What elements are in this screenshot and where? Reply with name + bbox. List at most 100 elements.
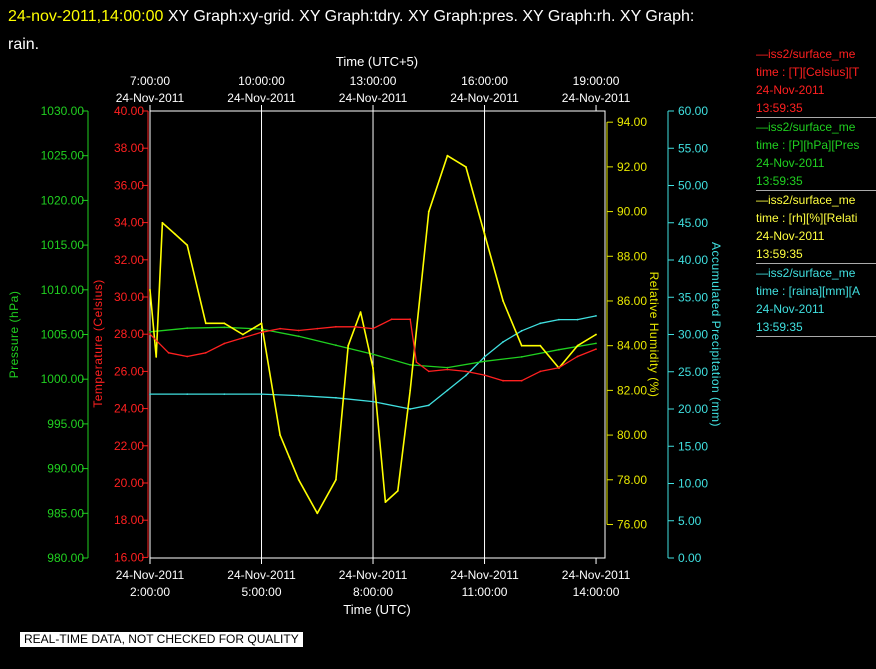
legend-entry-line1: iss2/surface_me xyxy=(756,118,876,136)
series-P-point xyxy=(297,335,300,338)
series-T-point xyxy=(279,327,281,330)
series-RH-line xyxy=(149,154,597,515)
series-RH-point xyxy=(260,322,263,325)
series-T-point xyxy=(204,351,207,354)
series-T-point xyxy=(353,325,356,328)
rh-tick-label: 76.00 xyxy=(617,517,647,531)
series-T-point xyxy=(415,361,418,363)
series-T-point xyxy=(186,355,189,358)
title-graph-list: XY Graph:xy-grid. XY Graph:tdry. XY Grap… xyxy=(163,8,695,25)
rh-tick-label: 90.00 xyxy=(617,205,647,219)
series-RH-point xyxy=(186,244,189,247)
temperature-tick-label: 16.00 xyxy=(114,550,144,564)
x-tick-time: 11:00:00 xyxy=(462,585,508,599)
x-top-tick-date: 24-Nov-2011 xyxy=(339,91,408,105)
plot-frame xyxy=(149,110,606,559)
rain-tick-label: 55.00 xyxy=(678,141,708,155)
temperature-tick-label: 20.00 xyxy=(114,476,144,490)
x-top-tick-time: 10:00:00 xyxy=(238,74,285,88)
series-T-point xyxy=(576,355,579,358)
series-RH-point xyxy=(155,356,158,358)
graph-title: 24-nov-2011,14:00:00 XY Graph:xy-grid. X… xyxy=(8,3,868,59)
series-RH-point xyxy=(359,311,362,313)
rain-tick-label: 25.00 xyxy=(678,365,708,379)
series-RH-point xyxy=(149,288,151,291)
rh-tick-label: 80.00 xyxy=(617,428,647,442)
series-P-point xyxy=(446,366,449,369)
series-rain-point xyxy=(297,394,300,397)
rain-axis-label: Accumulated Precipitation (mm) xyxy=(709,242,723,427)
series-RH-point xyxy=(465,166,467,168)
x-tick-time: 5:00:00 xyxy=(241,585,281,599)
series-rain-line xyxy=(150,315,597,410)
series-P-point xyxy=(520,356,523,358)
legend-entry-line1: iss2/surface_me xyxy=(756,45,876,63)
legend-entry-line3: 24-Nov-2011 xyxy=(756,229,825,243)
series-rain-point xyxy=(520,329,523,332)
rain-tick-label: 40.00 xyxy=(678,253,708,267)
series-P-point xyxy=(223,326,226,329)
series-T-point xyxy=(465,370,467,373)
series-rain-point xyxy=(539,322,542,325)
x-tick-date: 24-Nov-2011 xyxy=(339,568,408,582)
series-T-line xyxy=(149,318,597,382)
x-top-tick-date: 24-Nov-2011 xyxy=(562,91,631,105)
series-T-point xyxy=(316,327,319,330)
x-axis-label: Time (UTC) xyxy=(343,602,410,617)
series-RH-point xyxy=(279,434,281,436)
x-tick-date: 24-Nov-2011 xyxy=(562,568,631,582)
temperature-tick-label: 34.00 xyxy=(114,216,144,230)
series-RH-point xyxy=(502,300,504,302)
x-tick-date: 24-Nov-2011 xyxy=(227,568,296,582)
title-graph-list-wrap: rain. xyxy=(8,36,40,53)
series-rain-point xyxy=(260,393,263,395)
series-RH-point xyxy=(446,154,449,157)
pressure-tick-label: 1000.00 xyxy=(41,372,85,386)
pressure-tick-label: 980.00 xyxy=(47,551,84,565)
series-T-point xyxy=(595,348,597,350)
legend-entry-line4: 13:59:35 xyxy=(756,101,803,115)
x-tick-time: 8:00:00 xyxy=(353,585,393,599)
series-T-point xyxy=(502,379,504,382)
series-RH-point xyxy=(347,344,350,347)
legend-entry-line1: iss2/surface_me xyxy=(756,264,876,282)
series-T-point xyxy=(260,331,263,334)
series-rain-point xyxy=(595,315,597,317)
series-T-point xyxy=(483,374,486,376)
series-T-point xyxy=(390,318,393,321)
temperature-tick-label: 36.00 xyxy=(114,178,144,192)
rain-tick-label: 5.00 xyxy=(678,514,702,528)
series-T-point xyxy=(427,370,430,373)
rh-axis-label: Relative Humidity (%) xyxy=(647,272,661,398)
legend-entry-line2: time : [P][hPa][Pres xyxy=(756,138,860,152)
series-T-point xyxy=(335,325,337,328)
series-rain-point xyxy=(465,374,467,377)
series-rain-point xyxy=(483,356,486,358)
series-T-point xyxy=(558,366,560,369)
x-tick-time: 2:00:00 xyxy=(130,585,170,599)
rain-tick-label: 45.00 xyxy=(678,216,708,230)
rain-tick-label: 30.00 xyxy=(678,328,708,342)
series-RH-point xyxy=(288,456,291,459)
series-RH-point xyxy=(242,333,244,336)
series-rain-point xyxy=(558,318,560,321)
series-P-point xyxy=(186,327,189,330)
series-rain-point xyxy=(502,341,504,343)
pressure-tick-label: 1030.00 xyxy=(41,104,85,118)
series-T-point xyxy=(242,337,244,339)
temperature-tick-label: 26.00 xyxy=(114,364,144,378)
pressure-tick-label: 1015.00 xyxy=(41,238,85,252)
series-rain-point xyxy=(409,408,412,410)
series-P-point xyxy=(595,342,597,345)
legend-entry-line4: 13:59:35 xyxy=(756,320,803,334)
series-T-point xyxy=(149,333,151,336)
series-RH-point xyxy=(427,210,430,213)
x-top-tick-time: 7:00:00 xyxy=(130,74,170,88)
x-tick-date: 24-Nov-2011 xyxy=(116,568,185,582)
series-RH-point xyxy=(595,333,597,336)
series-T-point xyxy=(409,318,412,321)
x-tick-date: 24-Nov-2011 xyxy=(450,568,519,582)
x-top-tick-date: 24-Nov-2011 xyxy=(116,91,185,105)
